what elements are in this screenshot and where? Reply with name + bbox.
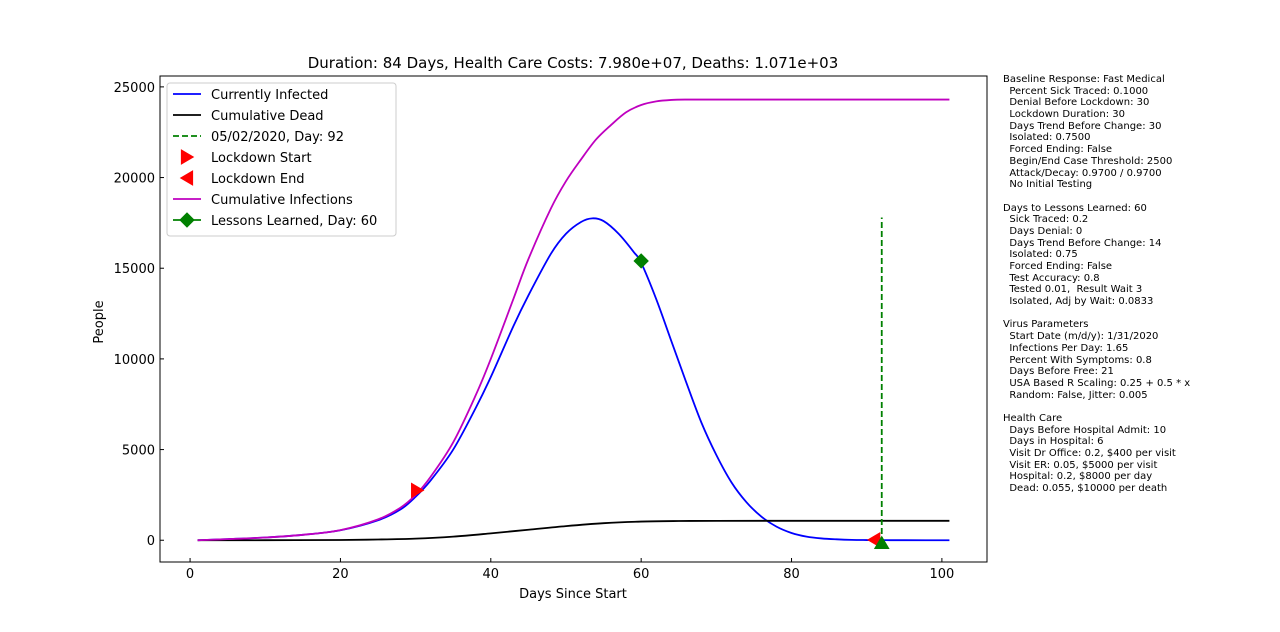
y-axis-label: People	[92, 300, 107, 343]
panel-line: Percent Sick Traced: 0.1000	[1003, 85, 1149, 97]
legend-label-lessons-learned-day-60: Lessons Learned, Day: 60	[211, 214, 377, 229]
y-tick-label: 10000	[114, 353, 155, 368]
series-cumulative-dead	[197, 519, 950, 542]
panel-line: Health Care	[1003, 412, 1063, 424]
marker-lockdown-start	[411, 482, 425, 499]
x-tick-label: 60	[633, 567, 650, 582]
legend-label-lockdown-end: Lockdown End	[211, 172, 305, 187]
panel-line: Isolated: 0.75	[1003, 249, 1078, 261]
panel-line: Sick Traced: 0.2	[1003, 214, 1089, 226]
legend: Currently Infected Cumulative Dead 05/02/2…	[166, 82, 397, 237]
panel-line: No Initial Testing	[1003, 179, 1093, 191]
marker-lessons-learned-day-60	[633, 253, 649, 269]
plot-area	[197, 98, 950, 550]
panel-line: Percent With Symptoms: 0.8	[1003, 354, 1152, 366]
x-tick-label: 20	[332, 567, 349, 582]
panel-line: Virus Parameters	[1003, 319, 1089, 331]
marker-day-92-end-marker	[873, 535, 890, 550]
panel-line: Days Trend Before Change: 30	[1003, 120, 1162, 132]
panel-line: Isolated: 0.7500	[1003, 132, 1091, 144]
legend-label-05-02-2020-day-92: 05/02/2020, Day: 92	[211, 130, 344, 145]
axes: 0 20 40 60 80 100 0 5000 10000 15000 20000 25000	[114, 75, 988, 582]
panel-line: Days Before Free: 21	[1003, 366, 1114, 378]
x-tick-label: 80	[783, 567, 800, 582]
parameters-panel: Baseline Response: Fast Medical Percent …	[1003, 74, 1273, 495]
panel-line	[1003, 308, 1273, 320]
y-tick-label: 15000	[114, 262, 155, 277]
panel-line: Isolated, Adj by Wait: 0.0833	[1003, 296, 1154, 308]
y-tick-label: 20000	[114, 172, 155, 187]
legend-label-cumulative-infections: Cumulative Infections	[211, 193, 353, 208]
panel-line: Lockdown Duration: 30	[1003, 109, 1126, 121]
chart-title: Duration: 84 Days, Health Care Costs: 7.…	[308, 54, 839, 72]
y-tick-label: 5000	[122, 444, 155, 459]
panel-line: Infections Per Day: 1.65	[1003, 342, 1129, 354]
legend-label-currently-infected: Currently Infected	[211, 88, 328, 103]
panel-line: Forced Ending: False	[1003, 144, 1113, 156]
y-tick-label: 25000	[114, 81, 155, 96]
panel-line: Visit Dr Office: 0.2, $400 per visit	[1003, 448, 1176, 459]
x-tick-label: 0	[186, 567, 194, 582]
panel-line: Hospital: 0.2, $8000 per day	[1003, 471, 1153, 483]
series-currently-infected	[197, 217, 950, 542]
panel-line: Tested 0.01, Result Wait 3	[1003, 284, 1143, 296]
legend-label-cumulative-dead: Cumulative Dead	[211, 109, 324, 124]
series-cumulative-infections	[197, 98, 950, 542]
panel-line: Days Denial: 0	[1003, 225, 1083, 237]
panel-line: Forced Ending: False	[1003, 261, 1113, 272]
x-axis-label: Days Since Start	[519, 587, 627, 602]
panel-line: Days to Lessons Learned: 60	[1003, 202, 1147, 214]
panel-line: Begin/End Case Threshold: 2500	[1003, 155, 1173, 167]
y-tick-label: 0	[147, 534, 155, 549]
panel-line: USA Based R Scaling: 0.25 + 0.5 * x	[1003, 377, 1191, 389]
panel-line: Days Trend Before Change: 14	[1003, 237, 1162, 249]
panel-line: Days in Hospital: 6	[1003, 436, 1104, 448]
panel-line	[1003, 191, 1273, 203]
panel-line: Visit ER: 0.05, $5000 per visit	[1003, 459, 1158, 471]
x-tick-label: 100	[929, 567, 954, 582]
panel-line: Attack/Decay: 0.9700 / 0.9700	[1003, 167, 1162, 179]
legend-swatch-lessons-learned-day-60	[179, 212, 195, 228]
panel-line: Random: False, Jitter: 0.005	[1003, 389, 1148, 401]
panel-line: Start Date (m/d/y): 1/31/2020	[1003, 331, 1159, 343]
legend-box	[166, 82, 397, 237]
panel-line: Days Before Hospital Admit: 10	[1003, 424, 1167, 436]
legend-swatch-lockdown-end	[179, 170, 194, 186]
panel-line: Test Accuracy: 0.8	[1003, 272, 1100, 284]
panel-line	[1003, 401, 1273, 413]
legend-label-lockdown-start: Lockdown Start	[211, 151, 312, 166]
panel-line: Denial Before Lockdown: 30	[1003, 97, 1150, 109]
panel-line: Baseline Response: Fast Medical	[1003, 74, 1165, 85]
x-tick-label: 40	[483, 567, 500, 582]
plot-frame	[159, 75, 988, 563]
panel-line: Dead: 0.055, $10000 per death	[1003, 483, 1168, 495]
legend-swatch-lockdown-start	[180, 149, 195, 165]
